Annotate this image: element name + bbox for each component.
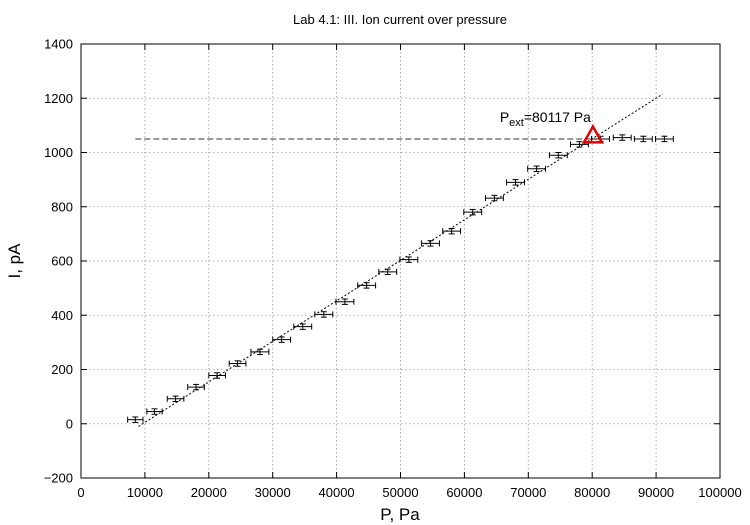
data-point xyxy=(166,395,185,403)
data-series xyxy=(127,134,674,423)
x-tick-label: 20000 xyxy=(191,485,227,500)
data-point xyxy=(314,311,334,318)
data-point xyxy=(127,416,144,423)
data-point xyxy=(442,227,462,235)
y-tick-label: 600 xyxy=(51,254,73,269)
data-point xyxy=(548,152,568,159)
triangle-marker xyxy=(581,124,605,144)
x-tick-label: 90000 xyxy=(638,485,674,500)
data-point xyxy=(399,256,419,263)
data-point xyxy=(569,141,589,148)
data-point xyxy=(250,348,270,356)
pext-annotation-subscript: ext xyxy=(509,117,524,129)
data-point xyxy=(633,135,653,143)
y-tick-label: 200 xyxy=(51,362,73,377)
chart-title: Lab 4.1: III. Ion current over pressure xyxy=(293,12,507,27)
data-point xyxy=(506,179,525,186)
x-tick-label: 70000 xyxy=(510,485,546,500)
x-tick-label: 50000 xyxy=(382,485,418,500)
data-point xyxy=(272,336,292,343)
data-point xyxy=(187,383,205,391)
data-point xyxy=(208,372,226,379)
data-point xyxy=(378,268,398,276)
linear-fit-line xyxy=(138,93,663,427)
pext-annotation: Pext=80117 Pa xyxy=(500,109,591,129)
grid xyxy=(81,44,720,478)
data-point xyxy=(293,323,313,330)
data-point xyxy=(612,134,632,141)
data-point xyxy=(654,135,674,143)
x-tick-label: 100000 xyxy=(698,485,741,500)
y-tick-label: 800 xyxy=(51,199,73,214)
fit-line xyxy=(138,93,663,427)
x-tick-label: 80000 xyxy=(574,485,610,500)
y-axis-title: I, pA xyxy=(5,243,24,279)
data-point xyxy=(527,165,547,172)
data-point xyxy=(421,240,440,247)
data-point xyxy=(484,194,504,202)
extrapolation-marker xyxy=(581,124,605,144)
data-point xyxy=(228,360,247,367)
x-tick-label: 60000 xyxy=(446,485,482,500)
pext-annotation-value: =80117 Pa xyxy=(524,109,591,125)
y-tick-label: 1000 xyxy=(44,145,73,160)
data-point xyxy=(146,408,163,415)
pext-annotation-prefix: P xyxy=(500,109,509,125)
axis-ticks: 0 10000 20000 30000 40000 50000 60000 70000 8000… xyxy=(44,37,742,501)
y-tick-label: 1400 xyxy=(44,37,73,52)
y-tick-label: 0 xyxy=(66,416,73,431)
y-tick-label: −200 xyxy=(44,471,73,486)
data-point xyxy=(357,282,377,289)
data-point xyxy=(335,298,355,305)
x-axis-title: P, Pa xyxy=(380,505,420,524)
x-tick-label: 40000 xyxy=(319,485,355,500)
y-tick-label: 400 xyxy=(51,308,73,323)
data-point xyxy=(463,208,483,216)
x-tick-label: 10000 xyxy=(127,485,163,500)
y-tick-label: 1200 xyxy=(44,91,73,106)
x-tick-label: 30000 xyxy=(255,485,291,500)
x-tick-label: 0 xyxy=(77,485,84,500)
